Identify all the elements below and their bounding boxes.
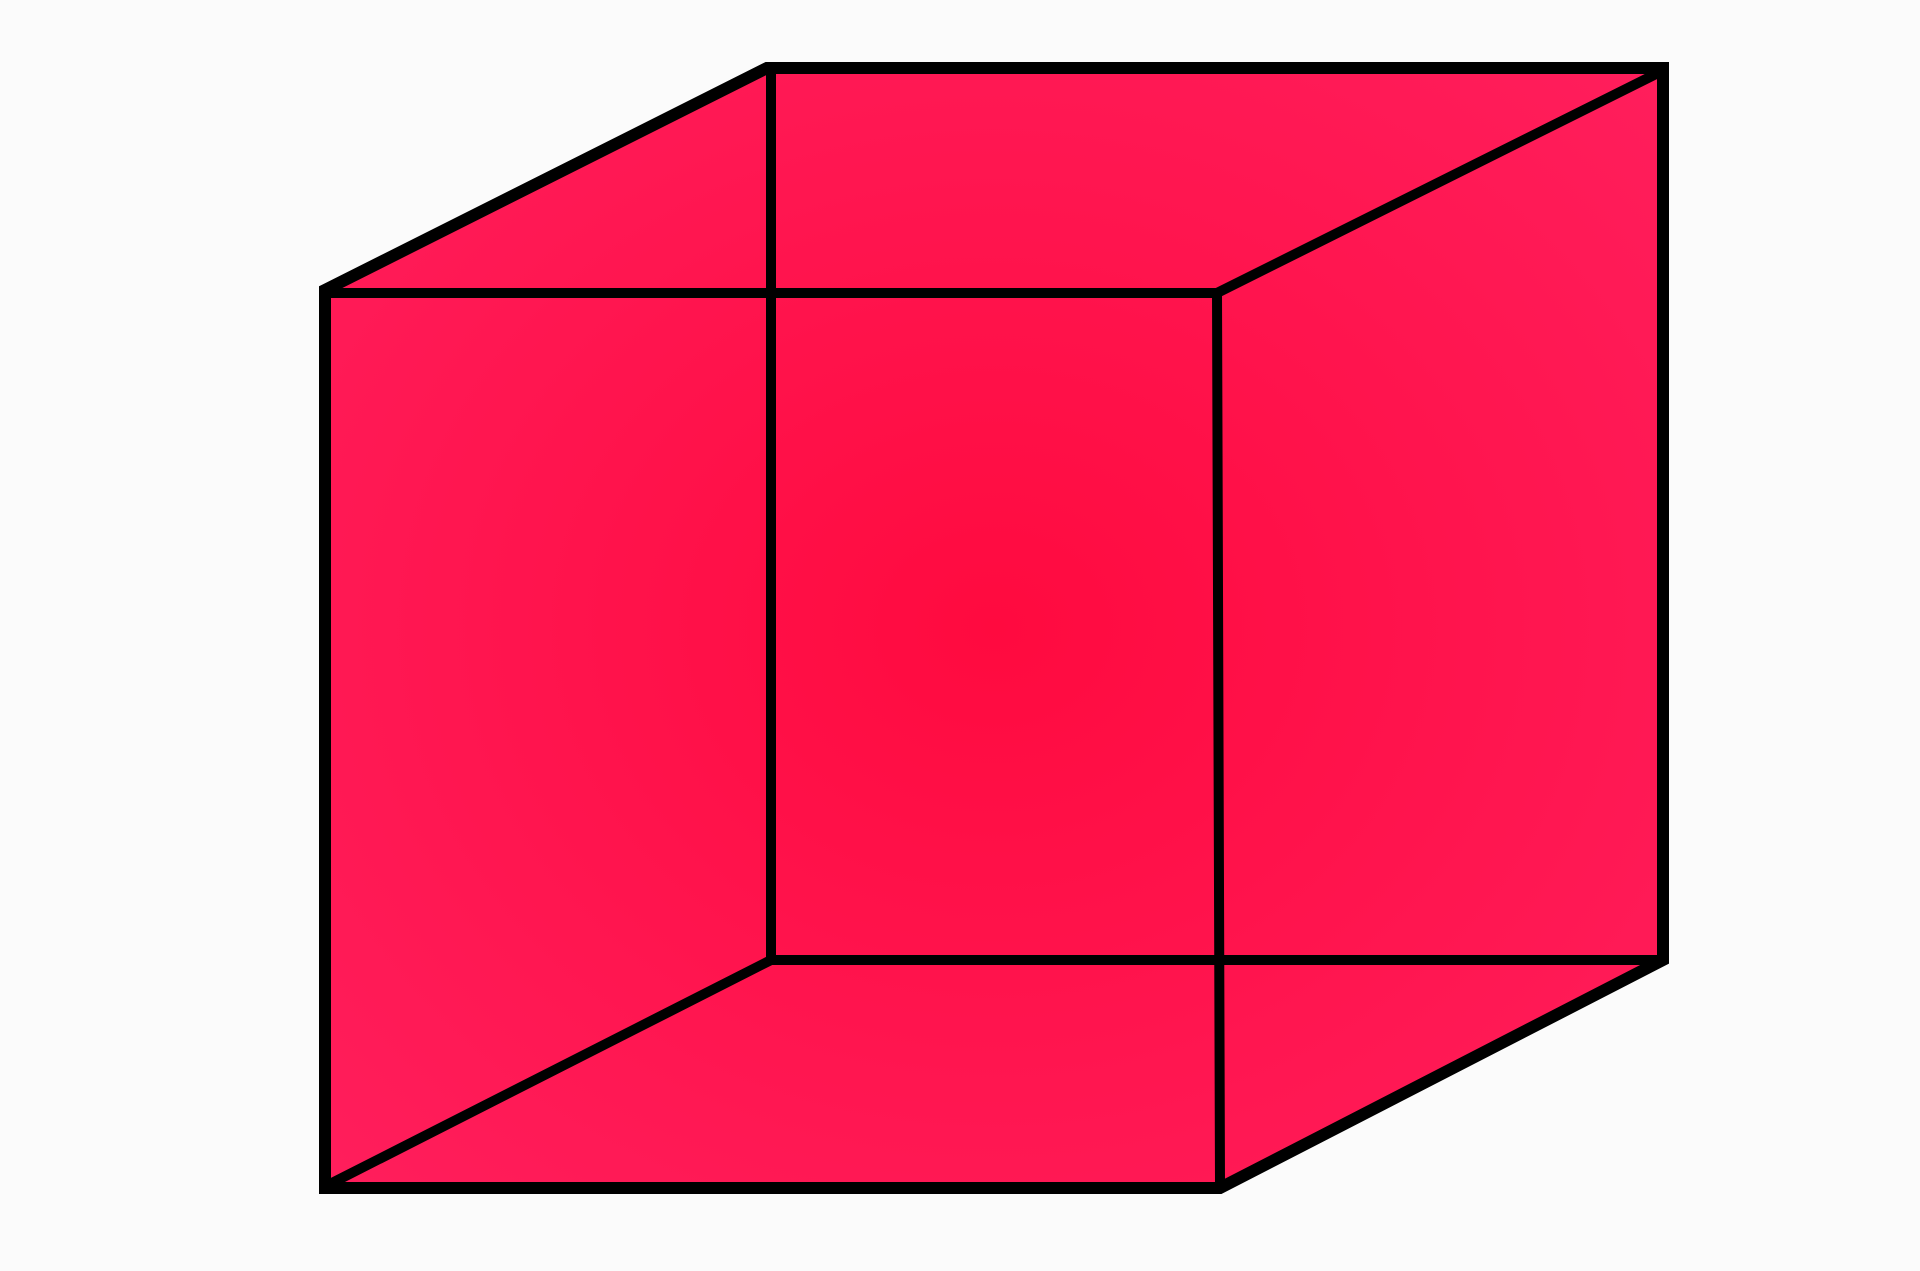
edge-diagonal-bottom-left: [323, 955, 776, 1190]
edge-diagonal-top-right: [1212, 67, 1665, 298]
cube-silhouette: [325, 68, 1663, 1188]
edge-front-right: [1212, 288, 1225, 1190]
